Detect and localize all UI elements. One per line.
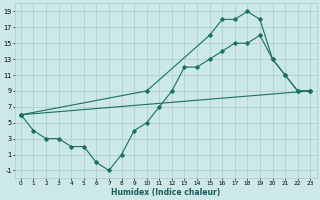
X-axis label: Humidex (Indice chaleur): Humidex (Indice chaleur) <box>111 188 220 197</box>
